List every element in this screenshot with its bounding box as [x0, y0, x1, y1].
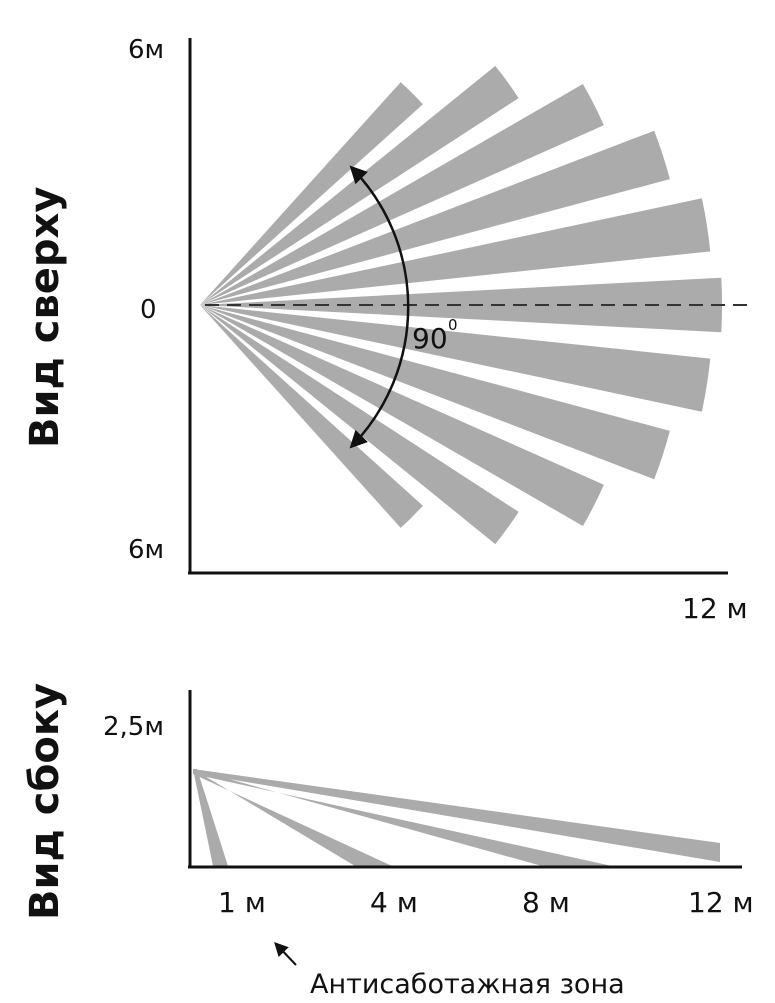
detection-zone — [200, 305, 423, 528]
side-beam — [193, 769, 720, 862]
detection-zone — [200, 84, 604, 305]
detection-zone — [200, 305, 711, 412]
angle-arc — [349, 165, 410, 449]
detection-zone — [200, 277, 723, 333]
side-x-label: 1 м — [218, 886, 266, 919]
side-x-label: 12 м — [688, 886, 754, 919]
detection-zone — [200, 305, 670, 480]
detection-zone — [200, 130, 670, 305]
detection-zone — [200, 198, 711, 305]
side-view: 2,5м 1 м 4 м 8 м 12 м Вид сбоку Антисабо… — [22, 683, 754, 1000]
side-x-label: 8 м — [522, 886, 570, 919]
detection-zone — [200, 305, 604, 526]
top-y-top-label: 6м — [128, 35, 164, 65]
top-view: 90 0 6м 0 6м 12 м Вид сверху — [22, 35, 748, 625]
top-view-title: Вид сверху — [22, 187, 68, 448]
side-beam-anti-sabotage — [193, 769, 228, 866]
top-y-bottom-label: 6м — [128, 535, 164, 565]
side-view-title: Вид сбоку — [22, 683, 68, 920]
top-x-end-label: 12 м — [682, 592, 748, 625]
side-x-label: 4 м — [370, 886, 418, 919]
side-height-label: 2,5м — [103, 712, 164, 742]
detection-zone — [200, 82, 423, 305]
annotation-arrow — [274, 941, 297, 966]
angle-label: 90 — [412, 322, 448, 355]
anti-sabotage-label: Антисаботажная зона — [310, 969, 625, 1000]
angle-degree-mark: 0 — [448, 316, 458, 334]
top-y-mid-label: 0 — [140, 295, 157, 325]
